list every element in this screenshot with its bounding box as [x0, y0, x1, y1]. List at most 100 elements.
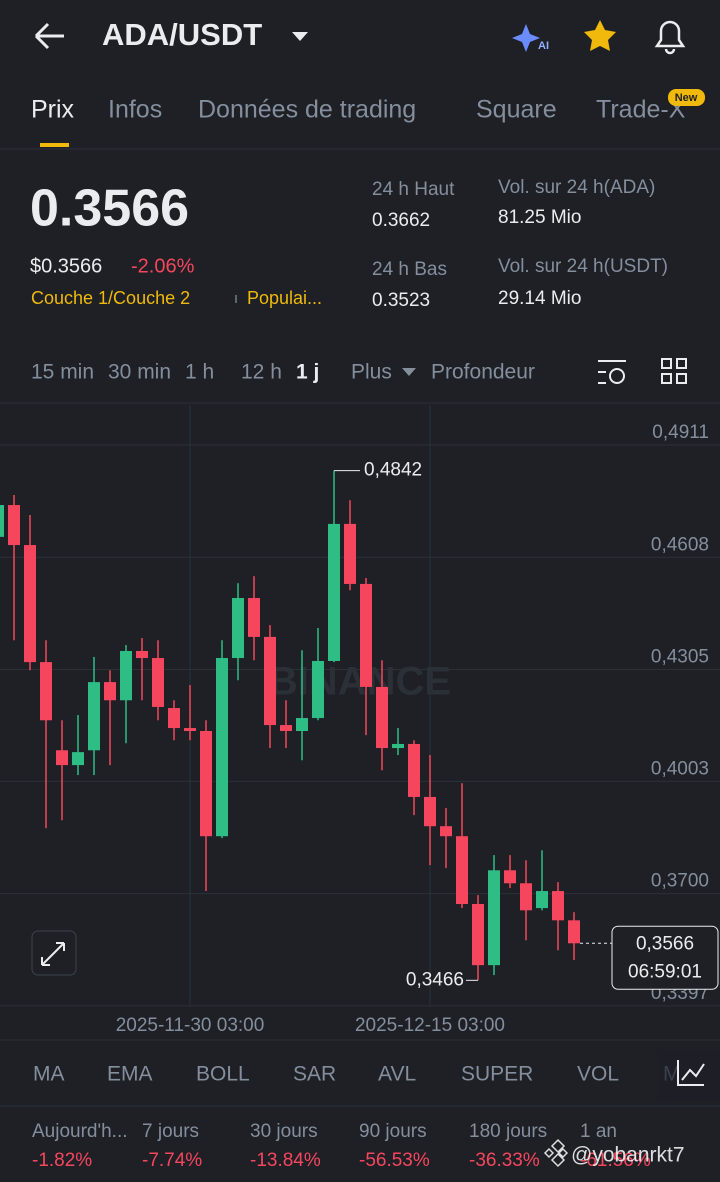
stat-value: 29.14 Mio: [498, 288, 581, 309]
stat-value: 0.3523: [372, 290, 430, 311]
interval[interactable]: 1 h: [185, 361, 214, 384]
tab[interactable]: Données de trading: [198, 96, 416, 124]
fullscreen-icon: [41, 942, 65, 966]
low-label: 0,3466: [406, 969, 464, 990]
period: Aujourd'h...: [32, 1121, 128, 1142]
indicator[interactable]: SAR: [293, 1063, 336, 1086]
period-change: -56.53%: [359, 1150, 430, 1171]
candle-body: [488, 870, 500, 966]
candle-body: [360, 583, 372, 687]
candle-body: [8, 505, 20, 546]
candle-body: [216, 658, 228, 837]
candle-body: [552, 891, 564, 921]
candle-body: [424, 796, 436, 827]
indicator[interactable]: VOL: [577, 1063, 619, 1086]
stat-value: 0.3662: [372, 210, 430, 231]
candle-body: [136, 650, 148, 659]
candle-body: [328, 523, 340, 661]
tab[interactable]: Square: [476, 96, 557, 124]
indicator[interactable]: MA: [33, 1063, 65, 1086]
tab-indicator: [40, 143, 69, 147]
candle-body: [296, 718, 308, 732]
candle-body: [248, 598, 260, 637]
candle-body: [392, 743, 404, 749]
period: 30 jours: [250, 1121, 318, 1142]
candle-body: [152, 658, 164, 707]
layout-icon[interactable]: [661, 358, 687, 384]
last-price: 0.3566: [30, 180, 189, 238]
watermark-logo: [543, 1138, 569, 1168]
y-tick-label: 0,4305: [651, 647, 709, 668]
ai-label: AI: [538, 40, 549, 52]
x-tick-label: 2025-12-15 03:00: [355, 1015, 505, 1036]
pair-dropdown[interactable]: [292, 32, 308, 41]
new-badge: [668, 89, 705, 106]
candle-body: [504, 870, 516, 884]
candle-body: [312, 660, 324, 719]
indicator-fade: [658, 1050, 720, 1100]
candle-body: [568, 920, 580, 944]
candle-body: [232, 598, 244, 659]
tag[interactable]: Populai...: [247, 288, 322, 308]
interval[interactable]: Profondeur: [431, 361, 535, 384]
candle-body: [72, 752, 84, 766]
interval[interactable]: Plus: [351, 361, 392, 384]
watermark: @yobanrkt7: [571, 1144, 685, 1167]
candle-body: [520, 883, 532, 911]
indicator-settings-icon[interactable]: [677, 1060, 705, 1086]
candle-body: [440, 826, 452, 837]
countdown: 06:59:01: [628, 961, 702, 982]
chart-settings-icon[interactable]: [598, 360, 626, 384]
new-badge-text: New: [675, 92, 698, 104]
pair-title[interactable]: ADA/USDT: [102, 17, 262, 52]
candle-body: [104, 682, 116, 701]
candle-body: [120, 650, 132, 701]
candle-body: [472, 904, 484, 966]
candle-body: [264, 636, 276, 726]
last-price-box: [611, 925, 719, 990]
indicator[interactable]: BOLL: [196, 1063, 250, 1086]
indicator[interactable]: SUPER: [461, 1063, 533, 1086]
stat-label: 24 h Haut: [372, 179, 455, 200]
interval[interactable]: 15 min: [31, 361, 94, 384]
tab[interactable]: Prix: [31, 96, 75, 124]
tab[interactable]: Infos: [108, 96, 162, 124]
last-price-label: 0,3566: [636, 933, 694, 954]
fullscreen-button[interactable]: [31, 930, 77, 976]
period: 1 an: [580, 1121, 617, 1142]
candle-body: [408, 743, 420, 797]
period: 7 jours: [142, 1121, 199, 1142]
candle-body: [536, 891, 548, 909]
indicator[interactable]: AVL: [378, 1063, 416, 1086]
candle-body: [200, 731, 212, 837]
y-tick-label: 0,4003: [651, 758, 709, 779]
high-label: 0,4842: [364, 460, 422, 481]
period: 90 jours: [359, 1121, 427, 1142]
notification-icon[interactable]: [654, 20, 686, 55]
candle-body: [0, 505, 4, 537]
stat-label: 24 h Bas: [372, 259, 447, 280]
price-change: -2.06%: [131, 255, 195, 277]
stat-label: Vol. sur 24 h(ADA): [498, 177, 655, 198]
ai-icon[interactable]: [512, 24, 540, 52]
x-tick-label: 2025-11-30 03:00: [116, 1015, 265, 1036]
tag[interactable]: Couche 1/Couche 2: [31, 288, 190, 308]
interval[interactable]: 1 j: [296, 361, 319, 384]
stat-label: Vol. sur 24 h(USDT): [498, 256, 668, 277]
stat-value: 81.25 Mio: [498, 207, 581, 228]
candle-body: [24, 545, 36, 663]
candle-body: [184, 728, 196, 732]
period-change: -1.82%: [32, 1150, 92, 1171]
indicator[interactable]: EMA: [107, 1063, 153, 1086]
back-button[interactable]: [34, 22, 64, 50]
tag-separator: [235, 295, 237, 303]
candle-body: [56, 750, 68, 766]
more-caret: [402, 368, 416, 376]
interval[interactable]: 12 h: [241, 361, 282, 384]
candle-body: [456, 836, 468, 905]
candle-body: [280, 725, 292, 732]
favorite-icon[interactable]: [584, 20, 616, 51]
period-change: -61.56%: [580, 1150, 651, 1171]
interval[interactable]: 30 min: [108, 361, 171, 384]
